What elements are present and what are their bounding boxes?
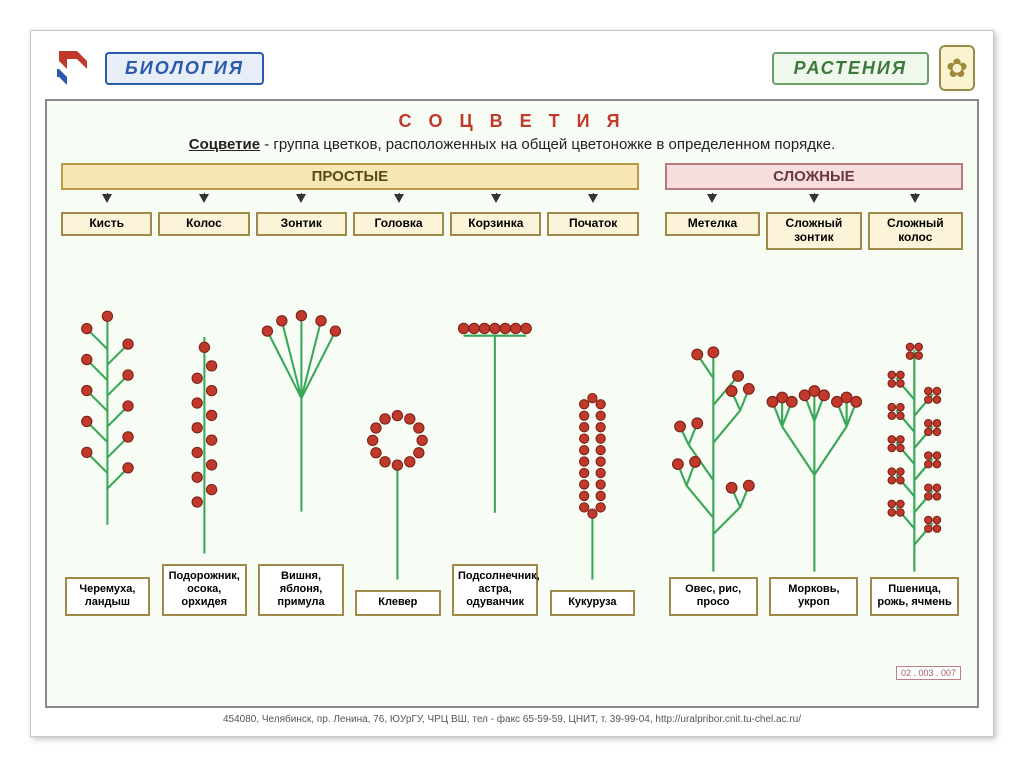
simple-column: ПРОСТЫЕ КистьКолос ЗонтикГоловкаКорзинкаП… — [61, 163, 639, 250]
type-label: Корзинка — [450, 212, 541, 236]
diagram-cell-head: Клевер — [351, 256, 444, 616]
type-box: Головка — [353, 194, 444, 236]
logo-icon — [49, 45, 95, 91]
simple-types-row: КистьКолос ЗонтикГоловкаКорзинкаПочаток — [61, 192, 639, 236]
diagram-cell-spike: Подорожник, осока, орхидея — [158, 256, 251, 616]
subject-badge: БИОЛОГИЯ — [105, 52, 264, 85]
code-box: 02 . 003 . 007 — [896, 666, 961, 680]
page-title: С О Ц В Е Т И Я — [61, 111, 963, 132]
definition-rest: - группа цветков, расположенных на общей… — [260, 136, 835, 153]
complex-types-row: МетелкаСложный зонтикСложный колос — [665, 192, 963, 250]
diagram-cell-panicle: Овес, рис, просо — [665, 256, 762, 616]
type-label: Зонтик — [256, 212, 347, 236]
definition-term: Соцветие — [189, 136, 260, 153]
example-box: Подорожник, осока, орхидея — [162, 564, 247, 616]
complex-header: СЛОЖНЫЕ — [665, 163, 963, 190]
simple-diagram-group: Черемуха, ландыш Подорожник, осока, орхид… — [61, 256, 639, 616]
type-box: Сложный колос — [868, 194, 963, 250]
complex-column: СЛОЖНЫЕ МетелкаСложный зонтикСложный кол… — [665, 163, 963, 250]
content-frame: С О Ц В Е Т И Я Соцветие - группа цветко… — [45, 99, 979, 708]
footer-note: 454080, Челябинск, пр. Ленина, 76, ЮУрГУ… — [45, 714, 979, 725]
example-box: Кукуруза — [550, 590, 635, 615]
header-bar: БИОЛОГИЯ РАСТЕНИЯ ✿ — [45, 41, 979, 99]
example-box: Клевер — [355, 590, 440, 615]
type-box: Зонтик — [256, 194, 347, 236]
type-label: Кисть — [61, 212, 152, 236]
type-box: Початок — [547, 194, 638, 236]
type-label: Сложный колос — [868, 212, 963, 250]
type-label: Початок — [547, 212, 638, 236]
example-box: Подсолнечник, астра, одуванчик — [452, 564, 538, 616]
example-box: Черемуха, ландыш — [65, 577, 150, 615]
topic-badge: РАСТЕНИЯ — [772, 52, 929, 85]
diagram-cell-capitulum: Подсолнечник, астра, одуванчик — [448, 256, 542, 616]
type-label: Метелка — [665, 212, 760, 236]
example-box: Морковь, укроп — [769, 577, 858, 615]
example-box: Овес, рис, просо — [669, 577, 758, 615]
type-box: Метелка — [665, 194, 760, 250]
diagram-cell-raceme: Черемуха, ландыш — [61, 256, 154, 616]
example-box: Вишня, яблоня, примула — [258, 564, 343, 616]
categories-row: ПРОСТЫЕ КистьКолос ЗонтикГоловкаКорзинкаП… — [61, 163, 963, 250]
type-label: Колос — [158, 212, 249, 236]
type-label: Головка — [353, 212, 444, 236]
diagram-area: Черемуха, ландыш Подорожник, осока, орхид… — [61, 256, 963, 616]
example-box: Пшеница, рожь, ячмень — [870, 577, 959, 615]
type-box: Колос — [158, 194, 249, 236]
diagram-cell-compound-spike: Пшеница, рожь, ячмень — [866, 256, 963, 616]
poster-frame: БИОЛОГИЯ РАСТЕНИЯ ✿ С О Ц В Е Т И Я Соцв… — [30, 30, 994, 737]
diagram-cell-umbel: Вишня, яблоня, примула — [255, 256, 348, 616]
plant-icon: ✿ — [939, 45, 975, 91]
definition-text: Соцветие - группа цветков, расположенных… — [61, 136, 963, 153]
type-box: Кисть — [61, 194, 152, 236]
complex-diagram-group: Овес, рис, просо Морковь, укроп Пшеница, р… — [665, 256, 963, 616]
simple-header: ПРОСТЫЕ — [61, 163, 639, 190]
type-box: Сложный зонтик — [766, 194, 861, 250]
type-box: Корзинка — [450, 194, 541, 236]
type-label: Сложный зонтик — [766, 212, 861, 250]
diagram-cell-spadix: Кукуруза — [546, 256, 639, 616]
diagram-cell-compound-umbel: Морковь, укроп — [766, 256, 863, 616]
